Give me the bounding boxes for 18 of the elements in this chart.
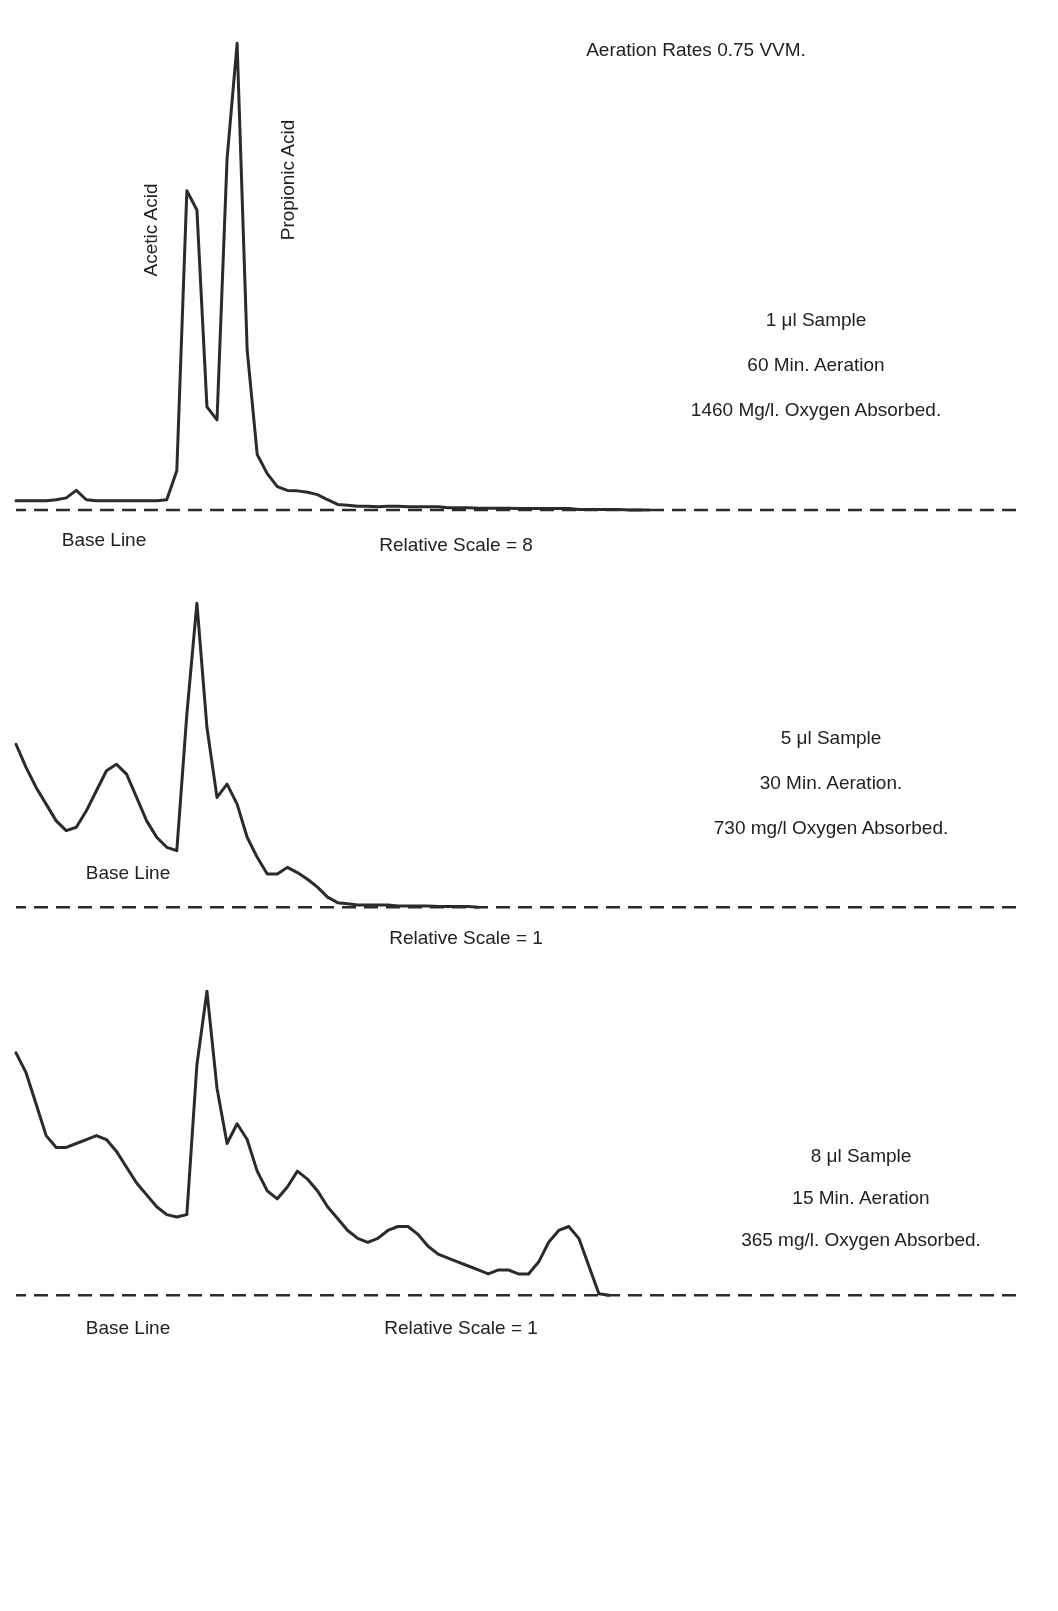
text: 8 μl Sample [810, 1145, 912, 1166]
text: 15 Min. Aeration [792, 1187, 930, 1208]
text: Relative Scale = 1 [384, 1317, 538, 1338]
text: 5 μl Sample [780, 727, 882, 748]
ref-line-label: Base Line [85, 1317, 171, 1338]
annotation: 730 mg/l Oxygen Absorbed. [713, 817, 949, 838]
text: Relative Scale = 1 [389, 927, 543, 948]
ref-line-label: Base Line [61, 529, 147, 550]
annotation: Propionic Acid [277, 119, 298, 241]
annotation: 1460 Mg/l. Oxygen Absorbed. [690, 399, 942, 420]
ref-line-label: Base Line [85, 862, 171, 883]
annotation: Aeration Rates 0.75 VVM. [586, 39, 806, 60]
text: Relative Scale = 8 [379, 534, 533, 555]
text: 60 Min. Aeration [747, 354, 885, 375]
annotation: Acetic Acid [140, 183, 161, 277]
text: 30 Min. Aeration. [759, 772, 903, 793]
text: 365 mg/l. Oxygen Absorbed. [741, 1229, 981, 1250]
text: 1 μl Sample [765, 309, 867, 330]
